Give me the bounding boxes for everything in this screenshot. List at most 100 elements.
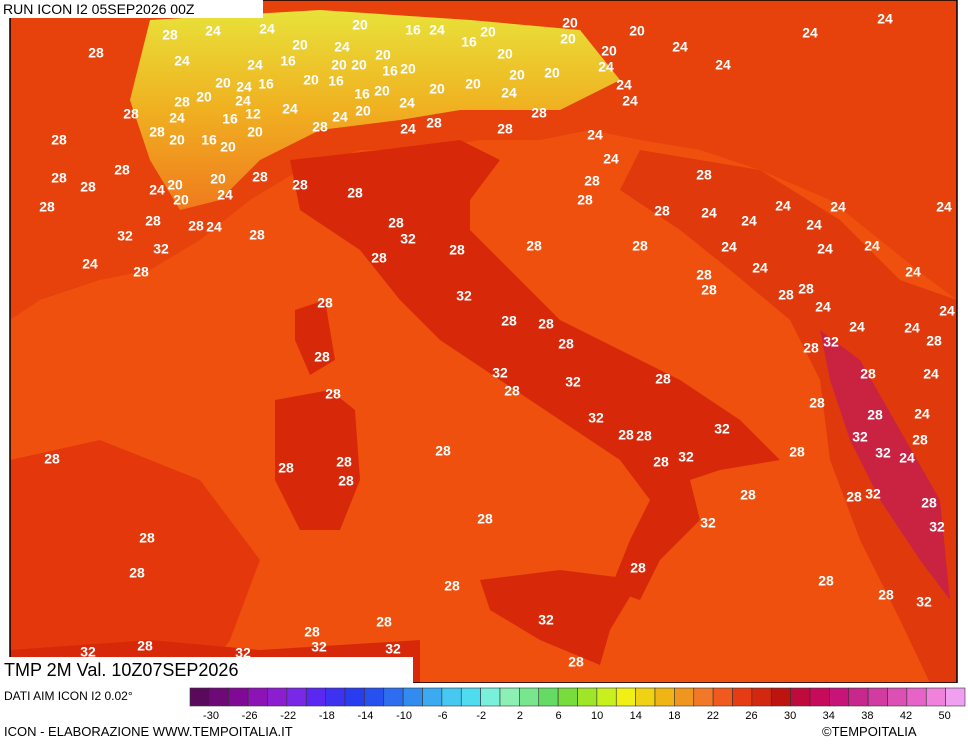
temp-label: 16: [405, 22, 421, 38]
sardinia: [275, 390, 360, 530]
temp-label: 20: [169, 132, 185, 148]
colorbar-tick-label: 18: [668, 710, 680, 722]
temp-label: 24: [721, 239, 737, 255]
colorbar-swatch: [441, 687, 462, 707]
temp-label: 28: [325, 386, 341, 402]
temp-label: 20: [196, 89, 212, 105]
temp-label: 28: [376, 614, 392, 630]
temp-label: 20: [601, 43, 617, 59]
colorbar-swatch: [344, 687, 365, 707]
temp-label: 32: [538, 612, 554, 628]
temp-label: 28: [188, 218, 204, 234]
colorbar-swatch: [635, 687, 656, 707]
temp-label: 28: [477, 511, 493, 527]
temp-label: 28: [388, 215, 404, 231]
temp-label: 28: [860, 366, 876, 382]
temp-label: 28: [149, 124, 165, 140]
map: [9, 0, 958, 684]
temp-label: 20: [303, 72, 319, 88]
temp-label: 24: [877, 11, 893, 27]
temp-label: 20: [375, 47, 391, 63]
temp-label: 28: [618, 427, 634, 443]
temp-label: 28: [632, 238, 648, 254]
alps: [130, 10, 620, 210]
temp-label: 28: [630, 560, 646, 576]
temp-label: 20: [629, 23, 645, 39]
temp-label: 28: [139, 530, 155, 546]
temp-label: 28: [162, 27, 178, 43]
temp-label: 28: [846, 489, 862, 505]
colorbar-swatch: [848, 687, 869, 707]
colorbar-tick-label: 34: [823, 710, 835, 722]
temp-label: 32: [492, 365, 508, 381]
temp-label: 28: [133, 264, 149, 280]
colorbar-tick-label: 2: [517, 710, 523, 722]
colorbar-swatch: [751, 687, 772, 707]
sicily: [480, 570, 640, 665]
temp-label: 24: [235, 93, 251, 109]
temp-label: 24: [334, 39, 350, 55]
colorbar-swatch: [247, 687, 268, 707]
colorbar-swatch: [364, 687, 385, 707]
temp-label: 28: [531, 105, 547, 121]
colorbar-swatch: [499, 687, 520, 707]
temp-label: 20: [215, 75, 231, 91]
temp-label: 24: [282, 101, 298, 117]
temp-label: 32: [117, 228, 133, 244]
temp-label: 28: [39, 199, 55, 215]
temp-label: 20: [351, 57, 367, 73]
title-box: [0, 657, 413, 683]
temp-label: 32: [153, 241, 169, 257]
temp-label: 28: [252, 169, 268, 185]
temp-label: 24: [598, 59, 614, 75]
temp-label: 28: [809, 395, 825, 411]
temp-label: 28: [655, 371, 671, 387]
temp-label: 32: [852, 429, 868, 445]
temp-label: 20: [352, 17, 368, 33]
temp-label: 28: [497, 121, 513, 137]
temp-label: 28: [878, 587, 894, 603]
colorbar-swatch: [519, 687, 540, 707]
temp-label: 28: [696, 167, 712, 183]
temp-label: 28: [371, 250, 387, 266]
temp-label: 24: [622, 93, 638, 109]
colorbar-swatch: [383, 687, 404, 707]
temp-label: 20: [173, 192, 189, 208]
temp-label: 24: [815, 299, 831, 315]
colorbar-swatch: [615, 687, 636, 707]
temp-label: 24: [217, 187, 233, 203]
temp-label: 28: [526, 238, 542, 254]
temp-label: 20: [374, 83, 390, 99]
temp-label: 24: [849, 319, 865, 335]
colorbar-tick-label: 38: [861, 710, 873, 722]
colorbar-swatch: [402, 687, 423, 707]
colorbar-tick-label: -6: [438, 710, 448, 722]
colorbar-tick-label: -14: [357, 710, 373, 722]
temp-label: 16: [354, 86, 370, 102]
colorbar: -30 -26 -22 -18 -14 -10 -6 -2 2 6 10 14 18 22 26 30 34 38…: [189, 687, 966, 722]
temp-label: 24: [169, 110, 185, 126]
temp-label: 32: [588, 410, 604, 426]
temp-label: 28: [129, 565, 145, 581]
colorbar-swatch: [770, 687, 791, 707]
source: DATI AIM ICON I2 0.02°: [4, 689, 133, 703]
temp-label: 24: [332, 109, 348, 125]
temp-label: 28: [312, 119, 328, 135]
copyright: ©TEMPOITALIA: [822, 724, 917, 739]
colorbar-swatch: [189, 687, 210, 707]
temp-label: 28: [88, 45, 104, 61]
temp-label: 24: [429, 22, 445, 38]
colorbar-tick-label: 30: [784, 710, 796, 722]
balkans: [620, 150, 957, 683]
temp-label: 28: [558, 336, 574, 352]
colorbar-swatch: [305, 687, 326, 707]
temp-label: 28: [538, 316, 554, 332]
temp-label: 32: [700, 515, 716, 531]
colorbar-swatch: [422, 687, 443, 707]
temp-label: 24: [899, 450, 915, 466]
temp-label: 24: [399, 95, 415, 111]
temp-label: 20: [497, 46, 513, 62]
temp-label: 28: [789, 444, 805, 460]
colorbar-tick-label: 22: [707, 710, 719, 722]
temp-label: 24: [236, 79, 252, 95]
